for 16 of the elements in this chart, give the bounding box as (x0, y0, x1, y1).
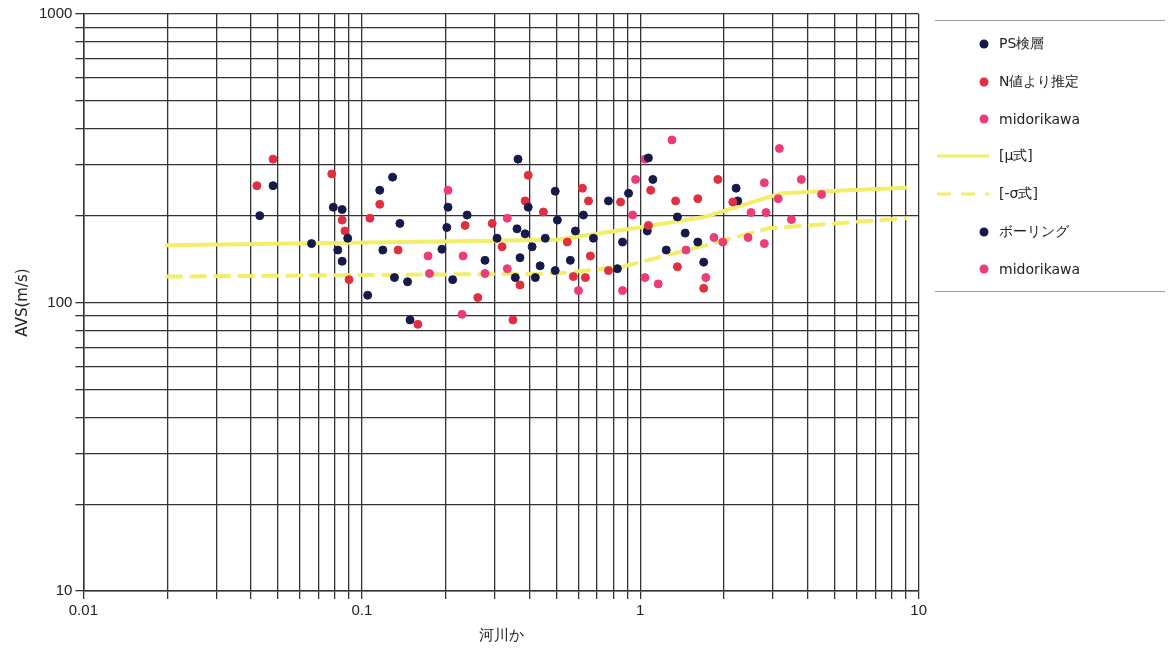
legend-label: midorikawa (999, 111, 1081, 127)
x-tick-label: 10 (910, 601, 927, 619)
x-tick-label: 0.01 (68, 601, 98, 619)
x-tick-label: 0.1 (351, 601, 373, 619)
y-axis-title: AVS(m/s) (12, 268, 31, 337)
x-tick-label: 1 (636, 601, 645, 619)
y-tick-label: 1000 (38, 4, 73, 22)
legend-label: N値より推定 (999, 73, 1080, 91)
legend-label: [-σ式] (999, 185, 1038, 203)
y-tick-label: 100 (47, 292, 73, 310)
y-tick-label: 10 (55, 581, 73, 599)
legend-label: PS検層 (999, 35, 1045, 53)
legend-label: [μ式] (999, 147, 1033, 165)
legend-label: midorikawa (999, 261, 1081, 277)
x-axis-title: 河川か (478, 625, 524, 644)
legend-label: ボーリング (999, 223, 1069, 241)
